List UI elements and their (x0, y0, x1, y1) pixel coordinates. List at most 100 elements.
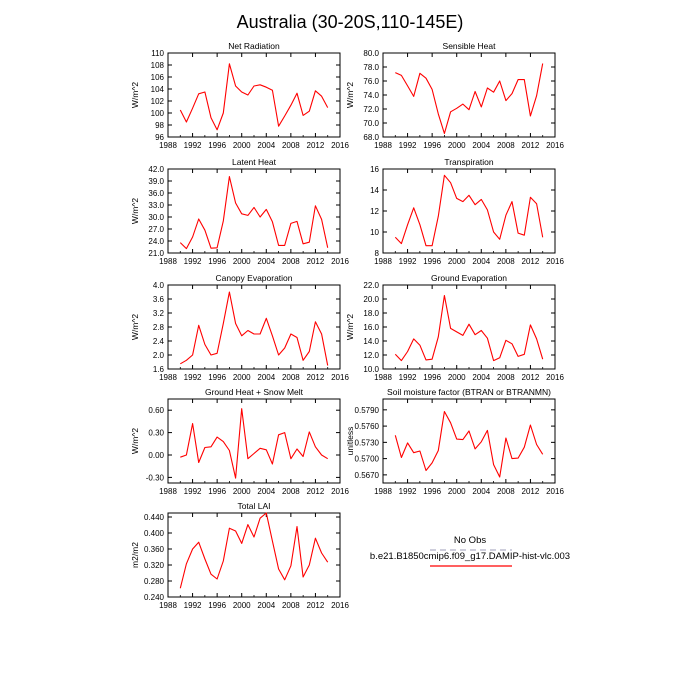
x-tick-label: 2000 (448, 257, 466, 266)
y-tick-label: 0.440 (144, 513, 165, 522)
x-tick-label: 2016 (331, 141, 349, 150)
y-axis-label: unitless (345, 427, 355, 456)
x-tick-label: 2008 (282, 373, 300, 382)
y-axis-label: W/m^2 (130, 428, 140, 454)
x-tick-label: 1992 (184, 601, 202, 610)
y-tick-label: 72.0 (363, 105, 379, 114)
x-tick-label: 2012 (522, 141, 540, 150)
x-tick-label: 2000 (233, 601, 251, 610)
x-tick-label: 2000 (448, 373, 466, 382)
x-tick-label: 1988 (159, 373, 177, 382)
series-line (394, 294, 544, 362)
chart-panel: Latent Heat 1988 1992 1996 2000 2004 2008 2012 2… (130, 157, 349, 266)
x-tick-label: 2008 (497, 141, 515, 150)
x-tick-label: 2012 (522, 373, 540, 382)
series-line (394, 174, 544, 247)
panel-grid: Net Radiation 1988 1992 1996 2000 2004 2008 201… (130, 41, 564, 610)
legend: No Obs b.e21.B1850cmip6.f09_g17.DAMIP-his… (370, 535, 570, 567)
x-tick-label: 2012 (522, 257, 540, 266)
y-tick-label: 0.400 (144, 529, 165, 538)
y-tick-label: 4.0 (153, 281, 165, 290)
y-tick-label: 10.0 (363, 365, 379, 374)
y-tick-label: 16.0 (363, 323, 379, 332)
x-tick-label: 2004 (472, 373, 490, 382)
y-tick-label: 0.5760 (355, 422, 380, 431)
y-axis-label: W/m^2 (345, 82, 355, 108)
x-tick-label: 2004 (472, 141, 490, 150)
x-tick-label: 2016 (546, 141, 564, 150)
y-tick-label: 3.2 (153, 309, 165, 318)
y-axis-label: m2/m2 (130, 542, 140, 568)
x-tick-label: 1996 (423, 487, 441, 496)
y-tick-label: -0.30 (146, 473, 165, 482)
figure-title: Australia (30-20S,110-145E) (237, 12, 464, 32)
x-tick-label: 2004 (472, 257, 490, 266)
x-tick-label: 1988 (159, 487, 177, 496)
x-tick-label: 1996 (208, 373, 226, 382)
y-tick-label: 14.0 (363, 337, 379, 346)
y-tick-label: 108 (151, 61, 165, 70)
x-tick-label: 2016 (546, 487, 564, 496)
legend-label: b.e21.B1850cmip6.f09_g17.DAMIP-hist-vlc.… (370, 551, 570, 562)
y-tick-label: 70.0 (363, 119, 379, 128)
y-tick-label: 102 (151, 97, 165, 106)
x-tick-label: 2004 (257, 487, 275, 496)
x-tick-label: 1992 (184, 373, 202, 382)
x-tick-label: 2012 (307, 373, 325, 382)
x-tick-label: 1988 (159, 257, 177, 266)
y-tick-label: 33.0 (148, 201, 164, 210)
x-tick-label: 1992 (184, 257, 202, 266)
x-tick-label: 2016 (331, 257, 349, 266)
x-tick-label: 2008 (282, 487, 300, 496)
x-tick-label: 1988 (374, 487, 392, 496)
y-tick-label: 27.0 (148, 225, 164, 234)
x-tick-label: 1996 (423, 141, 441, 150)
plot-frame (382, 284, 556, 370)
series-line (179, 63, 329, 131)
x-tick-label: 2000 (233, 487, 251, 496)
x-tick-label: 1996 (423, 373, 441, 382)
y-tick-label: 0.320 (144, 561, 165, 570)
y-tick-label: 74.0 (363, 91, 379, 100)
chart-panel: Ground Evaporation 1988 1992 1996 2000 2004 20… (345, 273, 564, 382)
x-tick-label: 2016 (331, 601, 349, 610)
panel-title: Sensible Heat (443, 41, 497, 51)
x-tick-label: 1992 (399, 257, 417, 266)
series-line (179, 176, 329, 250)
y-tick-label: 0.240 (144, 593, 165, 602)
x-tick-label: 1996 (423, 257, 441, 266)
x-tick-label: 2012 (307, 601, 325, 610)
x-tick-label: 1992 (184, 487, 202, 496)
y-tick-label: 96 (155, 133, 164, 142)
y-tick-label: 10 (370, 228, 379, 237)
plot-frame (382, 398, 556, 484)
chart-panel: Canopy Evaporation 1988 1992 1996 2000 2004 20… (130, 273, 349, 382)
y-tick-label: 76.0 (363, 77, 379, 86)
x-tick-label: 1988 (159, 601, 177, 610)
y-tick-label: 2.8 (153, 323, 165, 332)
x-tick-label: 2008 (282, 141, 300, 150)
y-tick-label: 0.30 (148, 429, 164, 438)
y-tick-label: 36.0 (148, 189, 164, 198)
x-tick-label: 2012 (307, 257, 325, 266)
x-tick-label: 2004 (472, 487, 490, 496)
chart-panel: Soil moisture factor (BTRAN or BTRANMN) 1… (345, 387, 564, 496)
panel-title: Soil moisture factor (BTRAN or BTRANMN) (387, 387, 551, 397)
x-tick-label: 2016 (546, 257, 564, 266)
y-tick-label: 110 (151, 49, 164, 58)
series-line (395, 63, 544, 135)
y-axis-label: W/m^2 (130, 198, 140, 224)
x-tick-label: 1996 (208, 141, 226, 150)
y-tick-label: 3.6 (153, 295, 165, 304)
y-axis-label: W/m^2 (130, 82, 140, 108)
chart-panel: Transpiration 1988 1992 1996 2000 2004 2008 201… (370, 157, 564, 266)
panel-title: Total LAI (237, 501, 270, 511)
y-tick-label: 104 (151, 85, 165, 94)
y-tick-label: 24.0 (148, 237, 164, 246)
x-tick-label: 2008 (497, 257, 515, 266)
x-tick-label: 2000 (233, 141, 251, 150)
x-tick-label: 2008 (497, 373, 515, 382)
chart-panel: Net Radiation 1988 1992 1996 2000 2004 2008 201… (130, 41, 349, 150)
x-tick-label: 2000 (448, 141, 466, 150)
